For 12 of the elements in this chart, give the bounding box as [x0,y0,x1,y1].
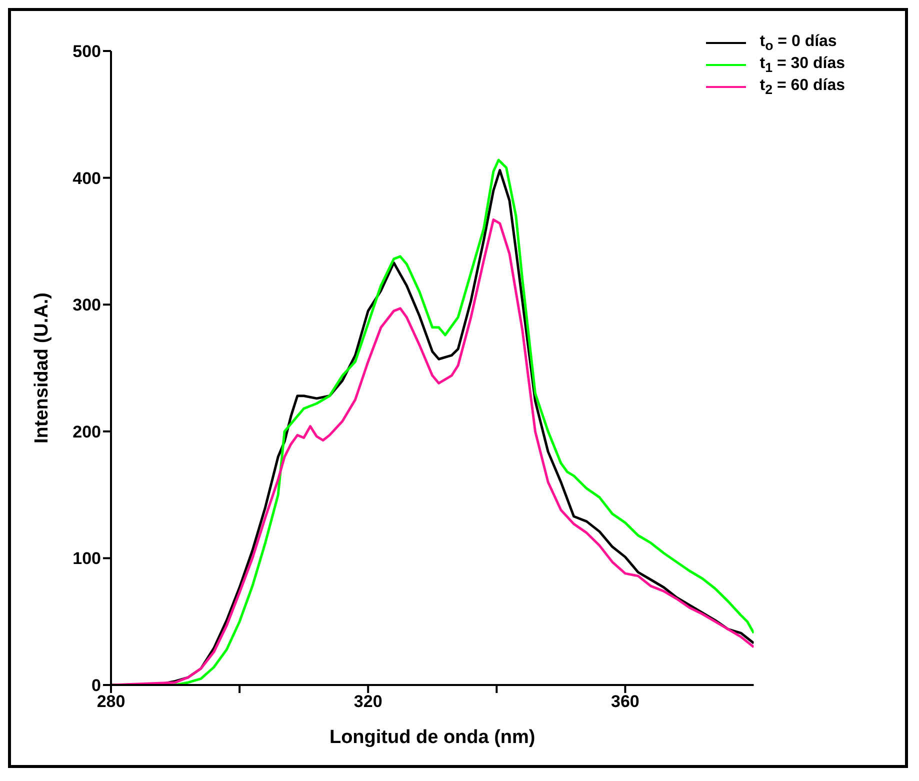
y-tick-label: 300 [72,296,101,315]
x-tick-label: 360 [611,692,640,712]
legend-label: t$_{2}$ = 60 días [760,77,845,98]
x-axis-title: Longitud de onda (nm) [329,727,536,748]
y-tick-label: 200 [72,422,101,442]
y-tick-label: 100 [72,549,101,568]
y-axis-title: Intensidad (U.A.) [32,292,53,444]
legend-label: t$_{1}$ = 30 días [760,55,845,76]
y-tick-label: 500 [72,42,101,62]
legend-label: t$_{o}$ = 0 días [760,33,837,54]
x-tick-label: 320 [354,692,382,712]
y-tick-label: 400 [72,168,101,188]
